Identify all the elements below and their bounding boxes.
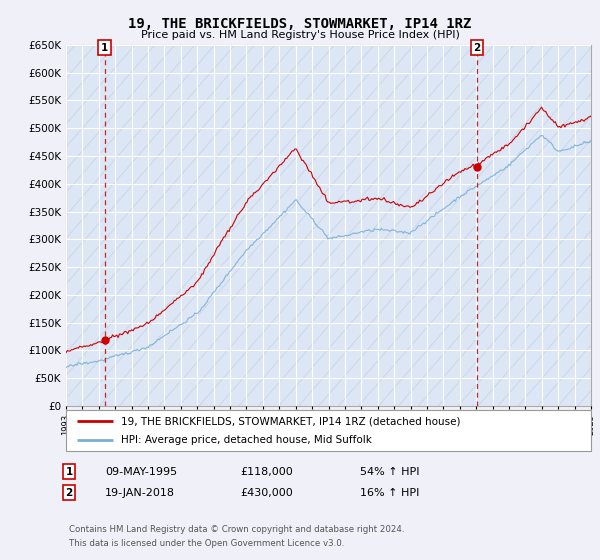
Text: HPI: Average price, detached house, Mid Suffolk: HPI: Average price, detached house, Mid … — [121, 435, 372, 445]
Text: 19-JAN-2018: 19-JAN-2018 — [105, 488, 175, 498]
Text: 1: 1 — [101, 43, 109, 53]
Text: 54% ↑ HPI: 54% ↑ HPI — [360, 466, 419, 477]
Text: 16% ↑ HPI: 16% ↑ HPI — [360, 488, 419, 498]
Text: £430,000: £430,000 — [240, 488, 293, 498]
Text: 09-MAY-1995: 09-MAY-1995 — [105, 466, 177, 477]
Text: 19, THE BRICKFIELDS, STOWMARKET, IP14 1RZ: 19, THE BRICKFIELDS, STOWMARKET, IP14 1R… — [128, 16, 472, 30]
Text: Contains HM Land Registry data © Crown copyright and database right 2024.
This d: Contains HM Land Registry data © Crown c… — [69, 525, 404, 548]
Text: 2: 2 — [65, 488, 73, 498]
Text: £118,000: £118,000 — [240, 466, 293, 477]
Text: 2: 2 — [473, 43, 481, 53]
Text: Price paid vs. HM Land Registry's House Price Index (HPI): Price paid vs. HM Land Registry's House … — [140, 30, 460, 40]
Text: 19, THE BRICKFIELDS, STOWMARKET, IP14 1RZ (detached house): 19, THE BRICKFIELDS, STOWMARKET, IP14 1R… — [121, 417, 461, 426]
Text: 1: 1 — [65, 466, 73, 477]
FancyBboxPatch shape — [66, 410, 591, 451]
